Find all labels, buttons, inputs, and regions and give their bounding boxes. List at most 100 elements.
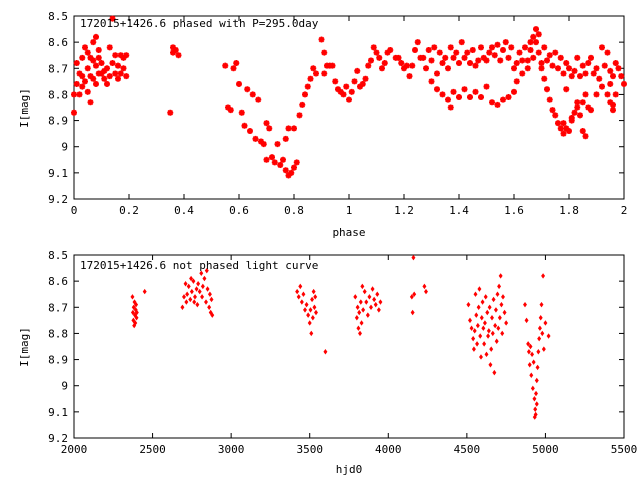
bottom-y-tick-label: 9.2 xyxy=(48,432,68,445)
bottom-data-point xyxy=(182,294,186,300)
top-data-point xyxy=(101,75,108,82)
top-data-point xyxy=(428,78,435,85)
bottom-y-tick-label: 8.9 xyxy=(48,354,68,367)
bottom-data-point xyxy=(529,372,534,378)
bottom-data-point xyxy=(498,273,503,279)
bottom-data-point xyxy=(536,349,541,355)
bottom-data-point xyxy=(534,390,538,397)
top-axis-ticks: 0 0.2 0.4 0.6 0.8 1 1.2 1.4 1.6 1.8 2 8.5 8.6 8.7 8.8 8… xyxy=(48,10,627,217)
top-data-point xyxy=(373,49,380,56)
top-data-point xyxy=(439,91,446,98)
top-data-point xyxy=(439,60,446,67)
top-data-point xyxy=(266,125,273,132)
top-data-point xyxy=(530,54,537,61)
top-y-tick-label: 9 xyxy=(61,141,68,154)
top-data-point xyxy=(249,91,256,98)
bottom-data-point xyxy=(200,283,205,290)
bottom-data-point xyxy=(466,301,471,308)
top-data-point xyxy=(621,80,627,87)
bottom-y-tick-label: 8.7 xyxy=(48,301,68,314)
top-data-point xyxy=(84,65,91,72)
bottom-data-point xyxy=(539,301,544,308)
bottom-data-point xyxy=(543,320,548,326)
top-y-tick-label: 9.2 xyxy=(48,193,68,206)
top-data-point xyxy=(93,80,99,87)
top-data-point xyxy=(225,104,231,111)
top-data-point xyxy=(524,65,531,72)
top-data-point xyxy=(299,101,306,108)
bottom-data-point xyxy=(308,307,313,313)
bottom-data-point xyxy=(369,304,373,310)
bottom-data-point xyxy=(191,278,196,284)
bottom-data-point xyxy=(493,307,498,313)
top-data-point xyxy=(277,162,284,169)
bottom-data-point xyxy=(533,406,538,412)
bottom-y-tick-label: 9 xyxy=(61,380,68,393)
top-data-point xyxy=(384,49,391,56)
top-data-point xyxy=(568,73,575,80)
top-data-point xyxy=(282,167,289,174)
top-data-point xyxy=(513,60,520,67)
bottom-data-point xyxy=(364,299,369,305)
top-data-point xyxy=(571,109,578,116)
top-data-point xyxy=(321,49,328,56)
top-data-point xyxy=(170,44,176,51)
top-data-point xyxy=(563,86,570,93)
top-plot-frame xyxy=(73,15,625,200)
top-data-point xyxy=(285,172,292,179)
top-data-point xyxy=(577,73,583,80)
unphased-light-curve-panel: 2000 2500 3000 3500 4000 4500 5000 5500 8.5 8.6 8.… xyxy=(18,249,637,476)
top-data-point xyxy=(84,49,91,56)
top-data-point xyxy=(233,60,240,67)
top-x-tick-label: 0.6 xyxy=(229,204,249,217)
top-data-point xyxy=(302,91,308,98)
top-data-point xyxy=(260,141,267,148)
top-data-point xyxy=(288,169,295,176)
top-data-point xyxy=(247,128,253,135)
top-data-point xyxy=(73,60,80,67)
bottom-data-points xyxy=(130,254,551,420)
top-data-point xyxy=(574,104,581,111)
top-data-point xyxy=(117,52,124,59)
bottom-data-point xyxy=(483,294,488,300)
bottom-data-point xyxy=(372,296,377,303)
top-data-point xyxy=(115,62,121,69)
bottom-data-point xyxy=(475,341,480,347)
top-data-point xyxy=(533,39,539,46)
top-data-point xyxy=(285,125,292,132)
top-data-point xyxy=(82,78,88,85)
top-data-point xyxy=(296,112,303,119)
bottom-data-point xyxy=(142,288,147,295)
top-data-point xyxy=(98,60,105,67)
bottom-data-point xyxy=(134,315,139,321)
top-data-point xyxy=(612,60,619,67)
top-data-point xyxy=(478,44,484,51)
bottom-data-point xyxy=(200,294,205,300)
top-data-point xyxy=(566,65,572,72)
top-data-point xyxy=(610,107,616,114)
top-data-point xyxy=(464,49,471,56)
top-data-point xyxy=(599,83,605,90)
top-data-point xyxy=(368,57,374,64)
bottom-data-point xyxy=(468,317,472,324)
bottom-data-point xyxy=(411,254,416,261)
top-data-point xyxy=(497,57,504,64)
top-data-point xyxy=(406,73,413,80)
top-data-point xyxy=(607,99,614,106)
bottom-data-point xyxy=(490,330,495,337)
top-data-point xyxy=(332,78,339,85)
bottom-data-point xyxy=(375,291,380,297)
bottom-data-point xyxy=(204,267,209,274)
top-data-point xyxy=(585,104,592,111)
bottom-data-point xyxy=(474,312,479,318)
bottom-y-tick-label: 8.5 xyxy=(48,249,68,262)
top-data-point xyxy=(557,125,564,132)
bottom-data-point xyxy=(532,414,537,420)
top-data-point xyxy=(486,49,493,56)
top-data-point xyxy=(582,91,589,98)
top-data-point xyxy=(112,70,119,77)
top-data-point xyxy=(599,44,605,51)
top-data-point xyxy=(291,125,297,132)
top-data-point xyxy=(263,120,270,127)
top-data-point xyxy=(230,65,237,72)
